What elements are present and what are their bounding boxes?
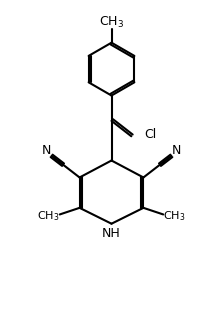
Text: N: N [172, 144, 182, 157]
Text: CH$_3$: CH$_3$ [99, 15, 124, 30]
Text: CH$_3$: CH$_3$ [163, 209, 186, 223]
Text: N: N [41, 144, 51, 157]
Text: NH: NH [102, 227, 121, 240]
Text: CH$_3$: CH$_3$ [37, 209, 60, 223]
Text: Cl: Cl [145, 127, 157, 141]
